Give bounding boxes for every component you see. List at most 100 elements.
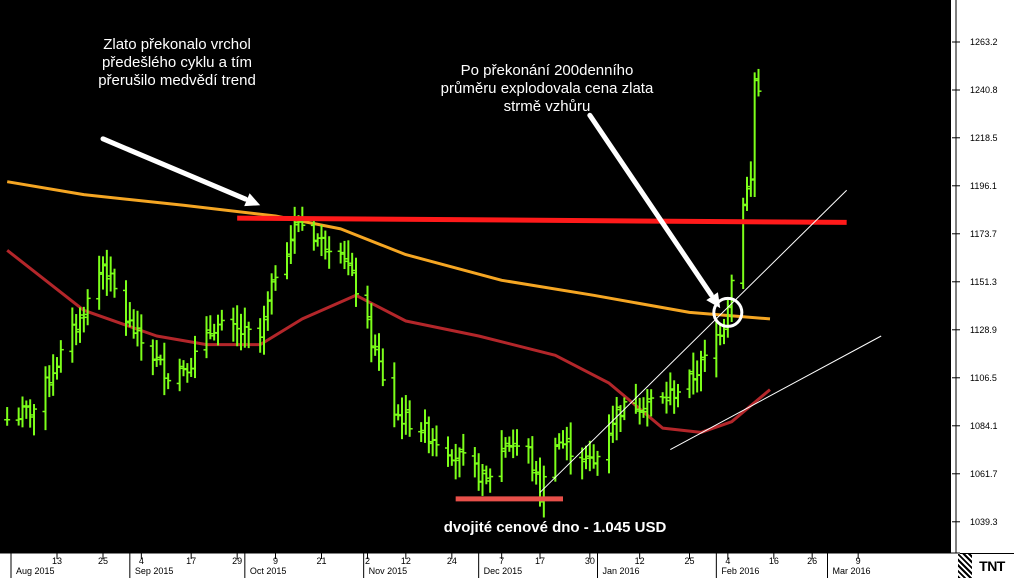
price-bar: [96, 255, 103, 310]
y-tick-label: 1061.7: [970, 469, 998, 479]
price-bar: [31, 404, 37, 436]
x-tick-label: 24: [447, 556, 457, 566]
price-bar: [456, 447, 463, 478]
price-bar: [46, 365, 53, 398]
price-bar: [701, 339, 708, 372]
price-bar: [579, 447, 586, 480]
price-bar: [149, 339, 156, 376]
y-tick-label: 1084.1: [970, 421, 998, 431]
x-tick-label: 12: [401, 556, 411, 566]
annotation-double-bottom: dvojité cenové dno - 1.045 USD: [443, 519, 667, 536]
month-label: Oct 2015: [250, 566, 287, 576]
price-bar: [529, 436, 536, 482]
y-tick-label: 1106.5: [970, 373, 997, 383]
price-bar: [80, 306, 87, 333]
x-tick-label: 25: [684, 556, 694, 566]
price-bar: [632, 383, 639, 414]
x-tick-label: 2: [365, 556, 370, 566]
price-bar: [751, 72, 758, 198]
price-bar: [698, 350, 704, 392]
y-tick-label: 1128.9: [970, 325, 997, 335]
price-bar: [498, 430, 505, 483]
price-bar: [379, 348, 386, 387]
x-tick-label: 21: [316, 556, 326, 566]
price-bar: [667, 372, 674, 406]
price-bar: [563, 426, 570, 461]
annotation-line: průměru explodovala cena zlata: [440, 80, 654, 97]
price-bar: [203, 316, 210, 359]
price-bar: [686, 369, 693, 399]
price-bar: [590, 444, 597, 469]
price-bar: [176, 358, 183, 392]
price-bar: [663, 381, 670, 414]
price-bar: [272, 265, 279, 291]
price-bar: [27, 399, 34, 428]
price-bar: [353, 257, 359, 307]
support-trendline: [539, 189, 848, 493]
price-bar: [510, 429, 517, 459]
price-bar: [594, 450, 601, 476]
price-bar: [506, 436, 513, 452]
price-bar: [402, 395, 409, 435]
price-bar: [192, 335, 198, 379]
price-bar: [245, 321, 252, 349]
price-bar: [103, 249, 110, 296]
price-bar: [460, 433, 467, 466]
month-label: Sep 2015: [135, 566, 174, 576]
annotation-arrow: [100, 136, 261, 207]
arrow-shaft: [587, 112, 714, 298]
y-tick-label: 1196.1: [970, 181, 997, 191]
month-label: Feb 2016: [721, 566, 759, 576]
x-tick-label: 4: [139, 556, 144, 566]
price-bar: [648, 389, 655, 417]
month-label: Aug 2015: [16, 566, 55, 576]
price-bar: [261, 305, 267, 355]
price-bar: [322, 230, 329, 260]
x-tick-label: 4: [725, 556, 730, 566]
price-bar: [740, 197, 747, 289]
y-tick-label: 1218.5: [970, 133, 998, 143]
y-tick-label: 1039.3: [970, 517, 998, 527]
price-bar: [644, 389, 651, 427]
price-bar: [337, 242, 344, 264]
breakout-circle-marker: [712, 296, 744, 328]
month-label: Jan 2016: [603, 566, 640, 576]
price-bar: [284, 242, 290, 280]
price-bar: [372, 334, 379, 356]
price-bar: [636, 397, 643, 425]
price-bar: [77, 307, 83, 343]
price-bar: [291, 206, 298, 254]
price-bar: [268, 273, 275, 315]
y-axis-panel: [951, 0, 1014, 553]
price-bar: [540, 465, 547, 518]
price-bar: [111, 268, 118, 298]
x-tick-label: 29: [232, 556, 242, 566]
price-bar: [586, 440, 593, 472]
price-bar: [487, 468, 494, 493]
price-bar: [445, 436, 451, 467]
price-bar: [165, 373, 172, 390]
month-label: Nov 2015: [369, 566, 408, 576]
price-bar: [345, 240, 352, 276]
price-bar: [218, 309, 225, 331]
price-bar: [310, 217, 317, 251]
price-bar: [640, 397, 647, 418]
x-tick-label: 17: [535, 556, 545, 566]
price-bar: [368, 303, 375, 363]
price-bar: [418, 422, 425, 443]
arrow-head: [244, 193, 261, 207]
price-bar: [617, 405, 624, 433]
x-tick-label: 16: [769, 556, 779, 566]
x-axis-ticks: 13 25 4 17 29 9 21 2 12 24 7 17 30 12 25 4 16 26 9 Aug 2015…: [10, 553, 871, 578]
annotation-line: strmě vzhůru: [503, 98, 591, 115]
price-bar: [180, 360, 187, 377]
x-tick-label: 7: [499, 556, 504, 566]
price-bar: [341, 240, 348, 270]
price-bar: [123, 280, 129, 336]
annotation-line: Zlato překonalo vrchol: [103, 36, 251, 53]
price-bar: [502, 437, 509, 458]
price-bar: [84, 289, 91, 326]
price-bar: [406, 400, 413, 437]
